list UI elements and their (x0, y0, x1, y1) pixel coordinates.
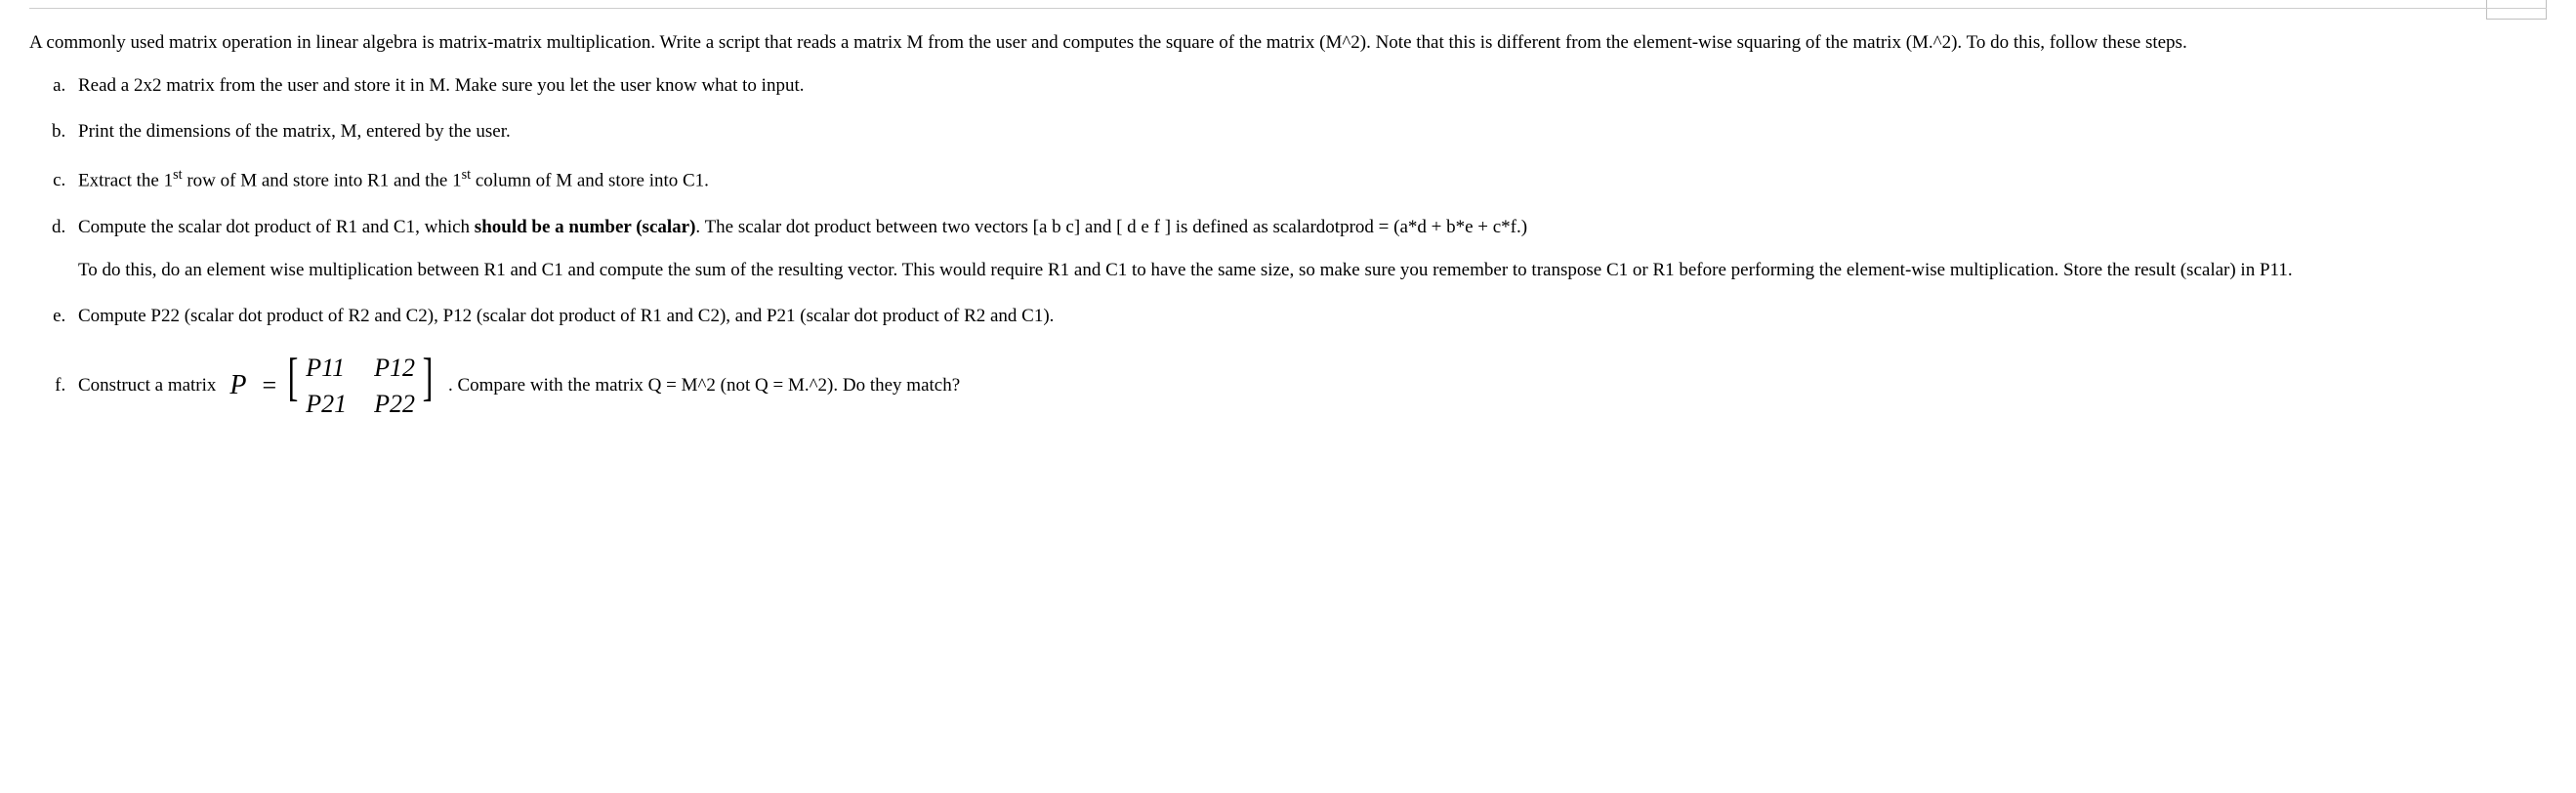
step-c-post: column of M and store into C1. (471, 170, 709, 190)
matrix-symbol-P: P (229, 367, 246, 404)
matrix-cell-11: P11 (306, 351, 347, 385)
step-d-subparagraph: To do this, do an element wise multiplic… (78, 258, 2547, 283)
intro-paragraph: A commonly used matrix operation in line… (29, 30, 2547, 56)
step-c-sup2: st (462, 167, 472, 183)
step-c-sup1: st (173, 167, 183, 183)
step-d: Compute the scalar dot product of R1 and… (70, 215, 2547, 282)
step-b: Print the dimensions of the matrix, M, e… (70, 119, 2547, 145)
step-f-pre: Construct a matrix (78, 373, 216, 398)
step-f: Construct a matrix P = [ P11 P12 P21 P22… (70, 351, 2547, 421)
step-b-text: Print the dimensions of the matrix, M, e… (78, 121, 511, 142)
step-c-pre: Extract the 1 (78, 170, 173, 190)
step-c-mid: row of M and store into R1 and the 1 (183, 170, 462, 190)
matrix-brackets: [ P11 P12 P21 P22 ] (284, 351, 436, 421)
matrix-cell-21: P21 (306, 387, 347, 421)
step-e: Compute P22 (scalar dot product of R2 an… (70, 304, 2547, 329)
matrix-cell-22: P22 (374, 387, 415, 421)
matrix-cell-12: P12 (374, 351, 415, 385)
equals-sign: = (263, 368, 277, 402)
step-d-bold: should be a number (scalar) (475, 217, 696, 237)
right-bracket-icon: ] (423, 351, 434, 421)
top-border (29, 8, 2547, 9)
step-a-text: Read a 2x2 matrix from the user and stor… (78, 75, 804, 96)
matrix-equation: P = [ P11 P12 P21 P22 ] (222, 351, 436, 421)
step-e-text: Compute P22 (scalar dot product of R2 an… (78, 306, 1054, 326)
top-right-box (2486, 0, 2547, 20)
step-a: Read a 2x2 matrix from the user and stor… (70, 73, 2547, 99)
steps-list: Read a 2x2 matrix from the user and stor… (29, 73, 2547, 421)
step-c: Extract the 1st row of M and store into … (70, 166, 2547, 193)
matrix-grid: P11 P12 P21 P22 (302, 351, 419, 421)
left-bracket-icon: [ (288, 351, 299, 421)
step-d-pre: Compute the scalar dot product of R1 and… (78, 217, 475, 237)
step-f-post: . Compare with the matrix Q = M^2 (not Q… (448, 373, 960, 398)
step-d-post: . The scalar dot product between two vec… (695, 217, 1527, 237)
